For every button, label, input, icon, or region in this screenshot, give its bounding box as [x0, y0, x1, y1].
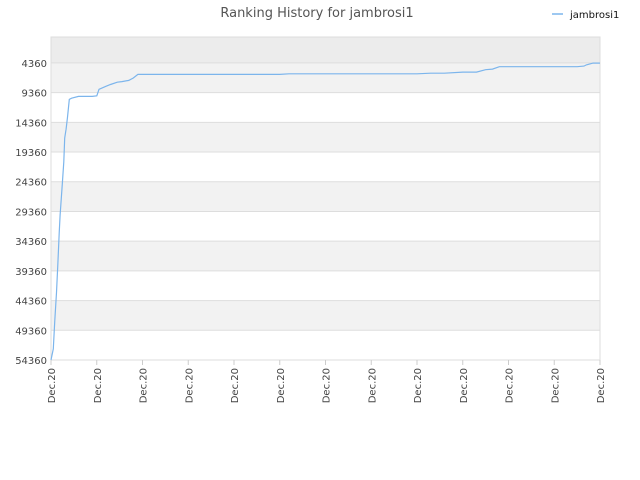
- x-tick-label: Dec.20: [505, 368, 516, 403]
- x-tick-label: Dec.20: [322, 368, 333, 403]
- y-tick-label: 4360: [22, 59, 47, 70]
- x-tick-label: Dec.20: [139, 368, 150, 403]
- chart-title: Ranking History for jambrosi1: [220, 6, 413, 21]
- plot-band: [51, 181, 600, 212]
- x-tick-label: Dec.20: [413, 368, 424, 403]
- legend-label: jambrosi1: [569, 10, 619, 21]
- x-tick-label: Dec.20: [276, 368, 287, 403]
- series-line-jambrosi1: [50, 62, 600, 361]
- y-tick-label: 24360: [15, 178, 47, 189]
- plot-band: [51, 122, 600, 153]
- y-tick-label: 9360: [22, 89, 47, 100]
- x-tick-label: Dec.20: [550, 368, 561, 403]
- y-tick-label: 14360: [15, 118, 47, 129]
- x-axis: Dec.20 Dec.20 Dec.20 Dec.20 Dec.20 Dec.20 Dec.…: [47, 360, 607, 403]
- plot-bands: [51, 37, 600, 331]
- series-lines: [50, 62, 600, 361]
- y-tick-label: 29360: [15, 207, 47, 218]
- y-axis: 4360 9360 14360 19360 24360 29360 34360 39360 44…: [15, 59, 47, 367]
- x-tick-label: Dec.20: [367, 368, 378, 403]
- y-tick-label: 34360: [15, 237, 47, 248]
- x-tick-label: Dec.20: [184, 368, 195, 403]
- x-tick-label: Dec.20: [596, 368, 607, 403]
- plot-band: [51, 37, 600, 63]
- x-tick-label: Dec.20: [93, 368, 104, 403]
- x-tick-label: Dec.20: [47, 368, 58, 403]
- y-tick-label: 44360: [15, 297, 47, 308]
- y-tick-label: 19360: [15, 148, 47, 159]
- y-tick-label: 54360: [15, 356, 47, 367]
- plot-band: [51, 241, 600, 271]
- plot-band: [51, 300, 600, 331]
- x-tick-label: Dec.20: [459, 368, 470, 403]
- plot-band: [51, 62, 600, 93]
- y-tick-label: 39360: [15, 267, 47, 278]
- legend[interactable]: jambrosi1: [552, 10, 619, 21]
- x-tick-label: Dec.20: [230, 368, 241, 403]
- y-tick-label: 49360: [15, 326, 47, 337]
